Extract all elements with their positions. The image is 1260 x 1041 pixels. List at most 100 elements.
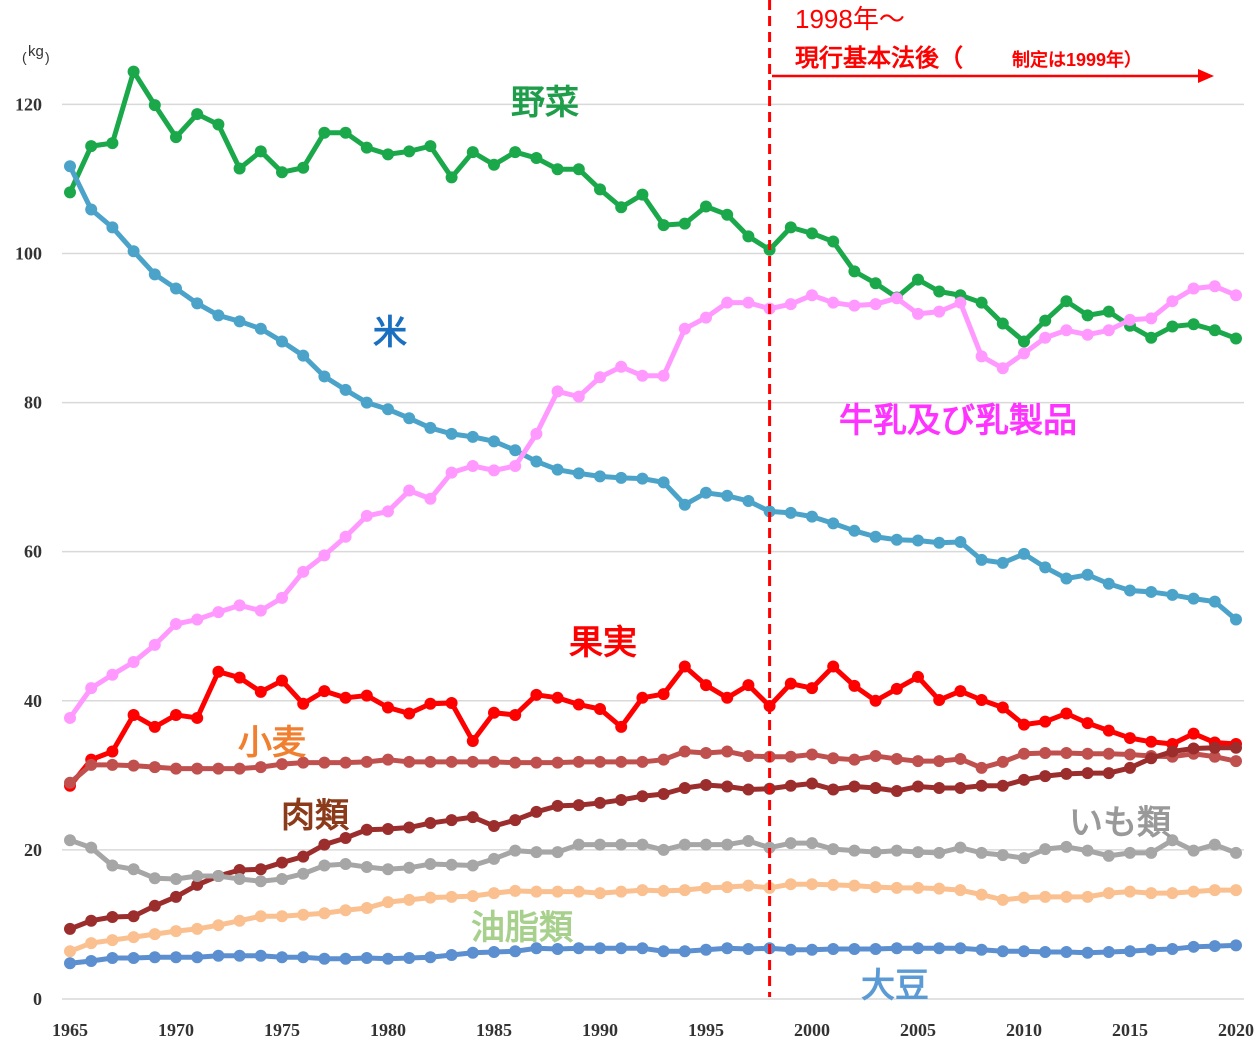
point [1166, 588, 1179, 601]
point [1166, 943, 1179, 956]
point [403, 145, 416, 158]
point [657, 884, 670, 897]
point [424, 755, 437, 768]
point [848, 524, 861, 537]
point [678, 322, 691, 335]
point [1060, 767, 1073, 780]
point [403, 755, 416, 768]
point [318, 756, 331, 769]
point [530, 846, 543, 859]
point [339, 691, 352, 704]
point [1230, 289, 1242, 302]
annotation: 現行基本法後（ [795, 44, 963, 72]
point [806, 777, 818, 790]
point [912, 942, 924, 955]
point [64, 834, 76, 847]
point [127, 708, 140, 721]
point [106, 934, 119, 947]
point [1060, 746, 1073, 759]
point [869, 530, 882, 543]
point [445, 858, 458, 871]
point [297, 867, 310, 880]
point [912, 534, 924, 547]
point [551, 846, 564, 859]
point [445, 814, 458, 827]
point [657, 843, 670, 856]
point [1102, 747, 1115, 760]
point [678, 745, 691, 758]
point [742, 834, 755, 847]
point [445, 949, 458, 962]
point [64, 186, 76, 199]
point [1124, 761, 1136, 774]
point [975, 296, 988, 309]
point [530, 688, 543, 701]
point [530, 805, 543, 818]
point [848, 753, 861, 766]
point [106, 758, 119, 771]
point [466, 811, 479, 824]
point [212, 949, 225, 962]
series-label: 小麦 [238, 724, 306, 762]
point [975, 553, 988, 566]
point [572, 163, 585, 176]
point [678, 217, 691, 230]
point [466, 459, 479, 472]
point [233, 162, 246, 175]
point [360, 823, 373, 836]
point [509, 459, 522, 472]
point [975, 846, 988, 859]
point [466, 890, 479, 903]
point [784, 750, 797, 763]
point [615, 471, 628, 484]
point [360, 902, 373, 915]
point [933, 942, 946, 955]
point [551, 691, 564, 704]
point [233, 599, 246, 612]
point [848, 265, 861, 278]
point [657, 369, 670, 382]
point [297, 565, 310, 578]
point [212, 118, 225, 131]
point [339, 383, 352, 396]
point [403, 484, 416, 497]
x-tick-label: 2005 [900, 1020, 936, 1040]
point [806, 289, 818, 302]
point [1145, 312, 1158, 325]
point [1081, 946, 1094, 959]
point [1081, 309, 1094, 322]
point [954, 685, 967, 698]
point [1039, 843, 1052, 856]
point [339, 831, 352, 844]
point [1060, 324, 1073, 337]
point [636, 790, 649, 803]
point [806, 227, 818, 240]
point [1187, 592, 1200, 605]
point [382, 505, 394, 518]
point [1230, 613, 1242, 626]
point [551, 885, 564, 898]
point [1018, 945, 1030, 958]
point [657, 753, 670, 766]
point [996, 701, 1009, 714]
point [721, 208, 734, 221]
point [912, 755, 924, 768]
point [827, 752, 840, 765]
point [212, 762, 225, 775]
point [424, 492, 437, 505]
series-label: 牛乳及び乳製品 [839, 402, 1077, 440]
point [572, 942, 585, 955]
series-label: 米 [373, 314, 407, 352]
point [530, 756, 543, 769]
point [700, 679, 712, 692]
point [594, 887, 606, 900]
point [276, 872, 288, 885]
point [784, 837, 797, 850]
point [382, 148, 394, 161]
point [869, 694, 882, 707]
point [1018, 747, 1030, 760]
point [1102, 887, 1115, 900]
point [297, 349, 310, 362]
point [869, 881, 882, 894]
x-tick-label: 1995 [688, 1020, 724, 1040]
